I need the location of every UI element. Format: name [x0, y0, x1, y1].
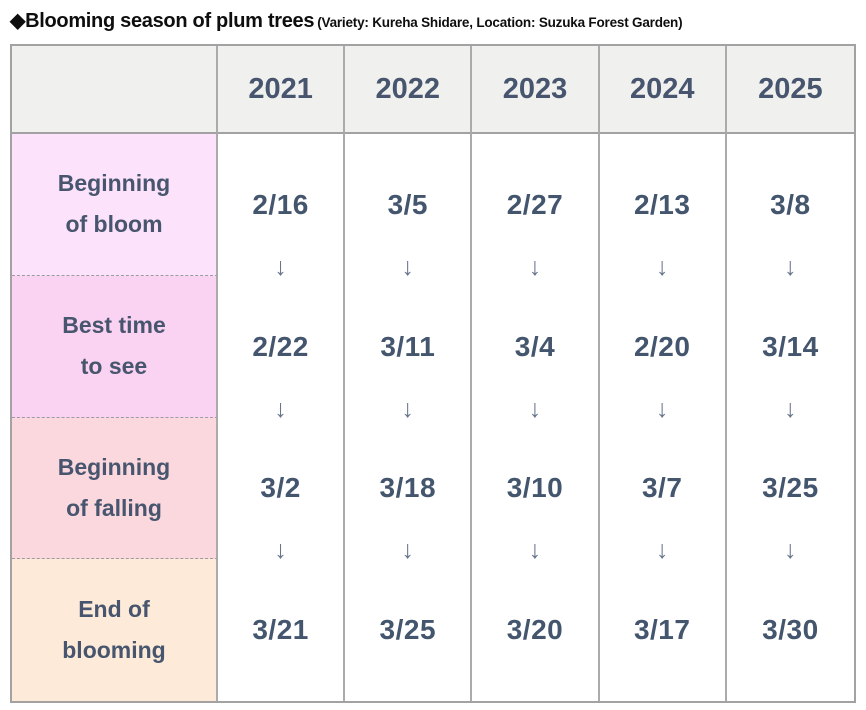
- stage-label-line: Beginning: [57, 170, 171, 197]
- stage-label-beginning-of-bloom: Beginning of bloom: [12, 134, 218, 276]
- title-sub: (Variety: Kureha Shidare, Location: Suzu…: [317, 15, 683, 30]
- year-header-2022: 2022: [345, 46, 473, 134]
- stage-label-line: of bloom: [65, 211, 163, 238]
- date-value: 3/21: [252, 614, 309, 646]
- date-value: 2/22: [252, 330, 309, 362]
- stage-label-line: to see: [80, 353, 148, 380]
- title-main: ◆Blooming season of plum trees: [10, 10, 315, 32]
- date-value: 3/4: [514, 330, 556, 362]
- date-slot: 3/21: [218, 559, 343, 701]
- year-column-2024: 2/13 ↓ 2/20 ↓ 3/7 ↓ 3/17: [600, 134, 727, 701]
- down-arrow-icon: ↓: [528, 536, 542, 565]
- date-value: 3/8: [770, 188, 811, 220]
- stage-label-line: Beginning: [57, 453, 171, 480]
- date-slot: 3/2 ↓: [218, 418, 343, 565]
- year-header-2024: 2024: [599, 46, 727, 134]
- date-value: 3/30: [762, 614, 819, 646]
- down-arrow-icon: ↓: [401, 252, 415, 281]
- down-arrow-icon: ↓: [784, 394, 797, 423]
- down-arrow-icon: ↓: [274, 536, 287, 565]
- date-value: 3/20: [506, 614, 564, 646]
- date-slot: 2/27 ↓: [472, 134, 597, 279]
- year-column-2025: 3/8 ↓ 3/14 ↓ 3/25 ↓ 3/30: [727, 134, 854, 701]
- date-value: 3/5: [387, 188, 428, 220]
- date-slot: 3/30: [727, 559, 854, 701]
- down-arrow-icon: ↓: [528, 394, 542, 423]
- date-value: 3/25: [379, 614, 437, 646]
- date-slot: 2/22 ↓: [218, 276, 343, 421]
- date-value: 3/7: [641, 472, 683, 504]
- down-arrow-icon: ↓: [655, 536, 669, 565]
- date-value: 2/13: [633, 188, 691, 220]
- date-slot: 3/17: [600, 559, 725, 701]
- page-title: ◆Blooming season of plum trees (Variety: …: [10, 8, 683, 33]
- date-slot: 3/25 ↓: [727, 418, 854, 565]
- date-value: 3/2: [260, 472, 301, 504]
- year-column-2023: 2/27 ↓ 3/4 ↓ 3/10 ↓ 3/20: [472, 134, 600, 701]
- date-slot: 3/18 ↓: [345, 418, 470, 565]
- year-header-2023: 2023: [472, 46, 600, 134]
- date-slot: 2/13 ↓: [600, 134, 725, 279]
- stage-label-best-time-to-see: Best time to see: [12, 275, 218, 418]
- year-column-2022: 3/5 ↓ 3/11 ↓ 3/18 ↓ 3/25: [345, 134, 473, 701]
- down-arrow-icon: ↓: [784, 536, 797, 565]
- date-slot: 3/11 ↓: [345, 276, 470, 421]
- down-arrow-icon: ↓: [274, 252, 287, 281]
- date-value: 3/14: [762, 330, 819, 362]
- date-value: 2/16: [252, 188, 309, 220]
- year-column-2021: 2/16 ↓ 2/22 ↓ 3/2 ↓ 3/21: [218, 134, 346, 701]
- year-header-2025: 2025: [726, 46, 854, 134]
- date-value: 3/18: [379, 472, 437, 504]
- date-value: 3/17: [633, 614, 691, 646]
- date-value: 3/11: [380, 330, 436, 362]
- date-slot: 3/4 ↓: [472, 276, 597, 421]
- stage-label-line: End of: [78, 596, 150, 623]
- date-slot: 3/5 ↓: [345, 134, 470, 279]
- down-arrow-icon: ↓: [401, 536, 415, 565]
- date-slot: 2/16 ↓: [218, 134, 343, 279]
- header-corner-cell: [12, 46, 218, 134]
- down-arrow-icon: ↓: [528, 252, 542, 281]
- date-slot: 3/20: [472, 559, 597, 701]
- stage-label-end-of-blooming: End of blooming: [12, 559, 218, 701]
- date-value: 2/27: [506, 188, 564, 220]
- date-value: 3/25: [762, 472, 819, 504]
- down-arrow-icon: ↓: [784, 252, 797, 281]
- bloom-season-table: 2021 2022 2023 2024 2025 Beginning of bl…: [10, 44, 856, 703]
- date-slot: 3/25: [345, 559, 470, 701]
- down-arrow-icon: ↓: [655, 394, 669, 423]
- year-header-2021: 2021: [218, 46, 346, 134]
- date-slot: 3/8 ↓: [727, 134, 854, 279]
- date-slot: 3/7 ↓: [600, 418, 725, 565]
- stage-label-line: Best time: [62, 312, 166, 339]
- date-slot: 2/20 ↓: [600, 276, 725, 421]
- stage-label-line: of falling: [66, 494, 162, 521]
- stage-label-beginning-of-falling: Beginning of falling: [12, 417, 218, 560]
- down-arrow-icon: ↓: [274, 394, 287, 423]
- date-value: 2/20: [633, 330, 691, 362]
- stage-label-line: blooming: [62, 637, 166, 664]
- date-value: 3/10: [506, 472, 564, 504]
- date-slot: 3/10 ↓: [472, 418, 597, 565]
- date-slot: 3/14 ↓: [727, 276, 854, 421]
- down-arrow-icon: ↓: [401, 394, 415, 423]
- down-arrow-icon: ↓: [655, 252, 669, 281]
